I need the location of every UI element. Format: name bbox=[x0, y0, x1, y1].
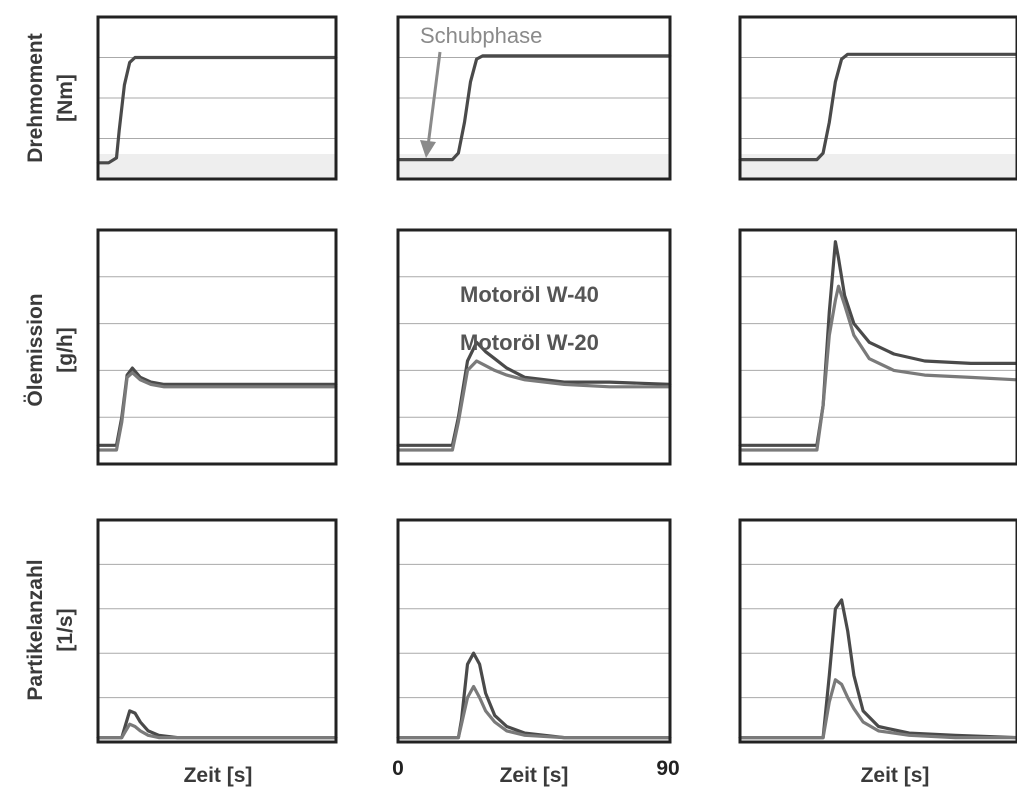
series-line-motor-l-w-20 bbox=[96, 371, 338, 452]
panel-partikelanzahl-3 bbox=[738, 518, 1017, 744]
series-line-motor-l-w-20 bbox=[396, 359, 672, 452]
ylabel-line2: [g/h] bbox=[54, 327, 77, 372]
ylabel-line1: Partikelanzahl bbox=[24, 559, 47, 700]
xtick-max: 90 bbox=[656, 757, 679, 780]
annotation-arrow-shaft bbox=[426, 51, 442, 147]
panel-oelemission-1 bbox=[96, 228, 338, 466]
series-line-motor-l-w-40 bbox=[396, 340, 672, 447]
shaded-band bbox=[98, 154, 336, 179]
row-label-drehmoment: Drehmoment [Nm] bbox=[24, 33, 77, 163]
series-line-motor-l-w-40 bbox=[738, 598, 1017, 740]
panels bbox=[96, 15, 1017, 744]
xlabel-col2: Zeit [s] bbox=[500, 764, 569, 787]
panel-partikelanzahl-2 bbox=[396, 518, 672, 744]
row-label-olemission: Ölemission [g/h] bbox=[24, 293, 77, 406]
series-line-motor-l-w-40 bbox=[738, 240, 1017, 447]
shaded-band bbox=[740, 154, 1017, 179]
ylabel-line1: Drehmoment bbox=[24, 33, 47, 163]
legend-item-w40: Motoröl W-40 bbox=[460, 282, 599, 307]
legend: Motoröl W-40 Motoröl W-20 bbox=[460, 282, 599, 355]
panel-drehmoment-2 bbox=[396, 15, 672, 181]
series-line-motor-l-w-40 bbox=[96, 366, 338, 447]
panel-frame bbox=[738, 15, 1017, 181]
series-line-motor-l-w-20 bbox=[396, 684, 672, 740]
series-line-torque bbox=[738, 52, 1017, 162]
panel-partikelanzahl-1 bbox=[96, 518, 338, 744]
series-line-motor-l-w-20 bbox=[738, 284, 1017, 452]
series-line-motor-l-w-40 bbox=[396, 651, 672, 740]
row-label-partikelanzahl: Partikelanzahl [1/s] bbox=[24, 559, 77, 700]
series-line-torque bbox=[396, 54, 672, 162]
legend-item-w20: Motoröl W-20 bbox=[460, 330, 599, 355]
shaded-band bbox=[398, 154, 670, 179]
panel-frame bbox=[96, 518, 338, 744]
panel-oelemission-3 bbox=[738, 228, 1017, 466]
panel-frame bbox=[396, 15, 672, 181]
ylabel-line1: Ölemission bbox=[24, 293, 47, 406]
series-line-torque bbox=[96, 55, 338, 165]
panel-drehmoment-1 bbox=[96, 15, 338, 181]
xlabel-col3: Zeit [s] bbox=[861, 764, 930, 787]
xtick-min: 0 bbox=[392, 757, 404, 780]
annotation-schubphase: Schubphase bbox=[420, 23, 542, 158]
annotation-arrowhead-icon bbox=[420, 140, 436, 158]
panel-frame bbox=[396, 228, 672, 466]
ylabel-line2: [Nm] bbox=[54, 74, 77, 122]
xlabel-col1: Zeit [s] bbox=[184, 764, 253, 787]
ylabel-line2: [1/s] bbox=[54, 608, 77, 651]
series-line-motor-l-w-20 bbox=[96, 722, 338, 740]
panel-frame bbox=[396, 518, 672, 744]
series-line-motor-l-w-20 bbox=[738, 678, 1017, 740]
panel-oelemission-2 bbox=[396, 228, 672, 466]
panel-frame bbox=[96, 15, 338, 181]
panel-frame bbox=[738, 228, 1017, 466]
panel-frame bbox=[738, 518, 1017, 744]
annotation-text: Schubphase bbox=[420, 23, 542, 48]
panel-drehmoment-3 bbox=[738, 15, 1017, 181]
panel-frame bbox=[96, 228, 338, 466]
